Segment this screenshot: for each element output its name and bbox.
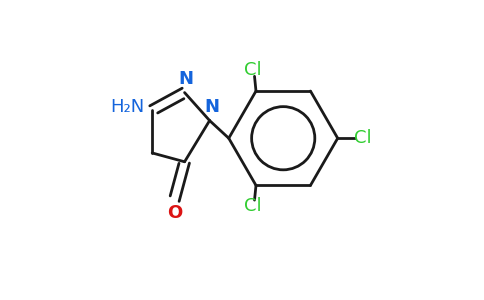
Text: N: N [179, 70, 194, 88]
Text: Cl: Cl [354, 129, 372, 147]
Text: H₂N: H₂N [110, 98, 145, 116]
Text: Cl: Cl [244, 61, 262, 80]
Text: O: O [166, 204, 182, 222]
Text: Cl: Cl [244, 197, 262, 215]
Text: N: N [204, 98, 219, 116]
